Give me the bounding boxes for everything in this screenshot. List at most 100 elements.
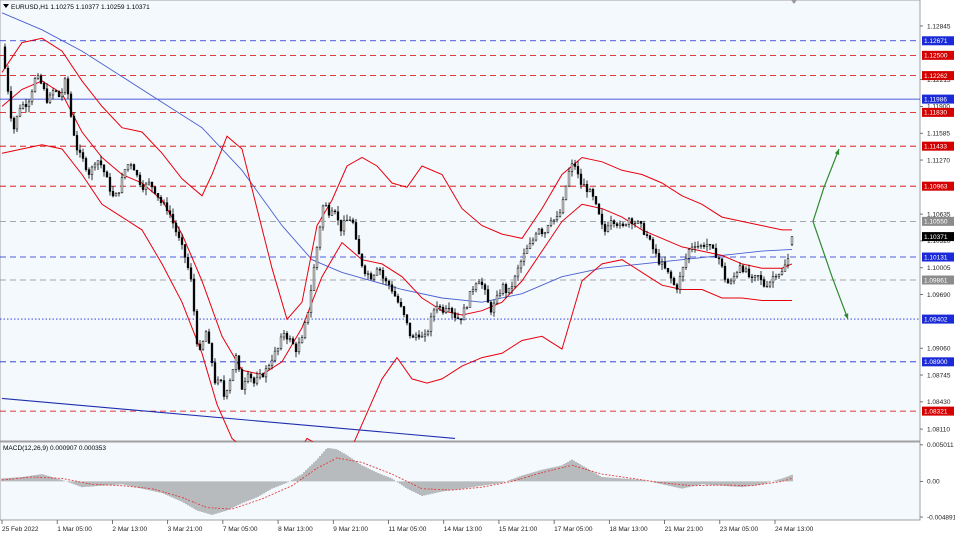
- candle-body: [96, 160, 100, 165]
- candle-body: [546, 224, 550, 233]
- candle-body: [495, 295, 499, 304]
- candle-body: [642, 223, 646, 235]
- candle-body: [588, 189, 592, 193]
- macd-tick-label-2: -0.004891: [927, 514, 955, 521]
- candle-body: [417, 334, 421, 338]
- candle-body: [399, 302, 403, 307]
- candle-body: [18, 108, 22, 117]
- candle-body: [42, 83, 46, 89]
- candle-body: [234, 355, 238, 370]
- candle-body: [564, 185, 568, 201]
- candle-body: [426, 331, 430, 335]
- macd-header: MACD(12,26,9) 0.000907 0.000353: [3, 445, 106, 452]
- candle-body: [102, 164, 106, 173]
- candle-body: [192, 278, 196, 312]
- candle-body: [117, 192, 121, 194]
- candle-body: [675, 284, 679, 290]
- candle-body: [678, 276, 682, 290]
- candle-body: [198, 343, 202, 350]
- level-tag-text-4: 1.11830: [924, 110, 947, 117]
- candle-body: [444, 307, 448, 313]
- level-tag-12: [922, 357, 954, 367]
- scroll-marker-icon[interactable]: [791, 0, 797, 4]
- candle-body: [303, 322, 307, 339]
- price-axis: 1.12845 1.12215 1.11900 1.11585 1.11270 1.106…: [920, 23, 951, 433]
- candle-body: [267, 365, 271, 369]
- candle-body: [138, 174, 142, 185]
- candle-body: [624, 223, 628, 226]
- candle-body: [63, 78, 67, 93]
- candle-body-last: [790, 236, 794, 246]
- candle-body: [111, 191, 115, 197]
- candle-body: [228, 380, 232, 391]
- candle-body: [687, 248, 691, 259]
- price-levels: [0, 40, 920, 412]
- candle-body: [732, 276, 736, 282]
- candle-body: [123, 169, 127, 178]
- candle-body: [432, 309, 436, 318]
- candle-body: [636, 221, 640, 224]
- candle-body: [324, 204, 328, 207]
- candle-body: [276, 348, 280, 352]
- candle-body: [108, 176, 112, 192]
- dropdown-triangle-icon[interactable]: [3, 4, 9, 8]
- candle-body: [351, 219, 355, 223]
- candle-body: [708, 244, 712, 246]
- candle-body: [507, 287, 511, 294]
- candle-body: [630, 218, 634, 224]
- candle-body: [372, 274, 376, 280]
- candle-body: [33, 78, 37, 93]
- level-tag-0: [922, 36, 954, 46]
- candle-body: [390, 284, 394, 292]
- candle-body: [60, 92, 64, 98]
- candle-body: [291, 338, 295, 345]
- candle-body: [582, 184, 586, 186]
- candle-body: [288, 338, 292, 340]
- candle-body: [180, 237, 184, 245]
- candle-body: [177, 231, 181, 238]
- candle-body: [552, 219, 556, 222]
- candle-body: [21, 104, 25, 109]
- candle-body: [297, 342, 301, 353]
- candle-body: [483, 284, 487, 290]
- candle-body: [534, 233, 538, 241]
- price-tick-label-12: 1.08110: [927, 426, 950, 433]
- candle-body: [39, 75, 43, 84]
- candle-body: [654, 248, 658, 254]
- candle-body: [504, 284, 508, 294]
- level-tag-11: [922, 314, 954, 324]
- candle-body: [36, 75, 40, 79]
- level-tag-text-12: 1.08900: [924, 359, 948, 366]
- candle-body: [300, 337, 304, 344]
- candle-body: [381, 270, 385, 279]
- candle-body: [207, 331, 211, 344]
- candle-body: [222, 380, 226, 397]
- symbol-header: EURUSD,H1 1.10275 1.10377 1.10259 1.1037…: [11, 4, 150, 11]
- macd-axis: 0.005011 0.00 -0.004891: [920, 442, 955, 521]
- candle-body: [405, 314, 409, 324]
- candle-body: [594, 196, 598, 205]
- level-tag-9: [922, 252, 954, 262]
- price-panel[interactable]: [0, 0, 921, 474]
- time-tick-label-3: 3 Mar 21:00: [168, 526, 203, 533]
- candle-body: [585, 184, 589, 193]
- macd-panel[interactable]: [0, 441, 921, 521]
- time-tick-label-10: 17 Mar 05:00: [554, 526, 593, 533]
- candle-body: [555, 216, 559, 221]
- candle-body: [714, 247, 718, 258]
- candle-body: [210, 343, 214, 363]
- candle-body: [459, 318, 463, 321]
- candle-body: [768, 281, 772, 287]
- candle-body: [543, 232, 547, 235]
- candle-body: [567, 171, 571, 187]
- candle-body: [702, 244, 706, 247]
- candle-body: [204, 331, 208, 342]
- time-tick-label-8: 14 Mar 13:00: [444, 526, 483, 533]
- candle-body: [312, 267, 316, 291]
- level-tag-text-1: 1.12500: [924, 53, 948, 60]
- time-tick-label-9: 15 Mar 21:00: [499, 526, 538, 533]
- level-tag-text-3: 1.11986: [924, 96, 947, 103]
- price-tick-label-11: 1.08430: [927, 399, 951, 406]
- macd-tick-label-1: 0.00: [927, 479, 940, 486]
